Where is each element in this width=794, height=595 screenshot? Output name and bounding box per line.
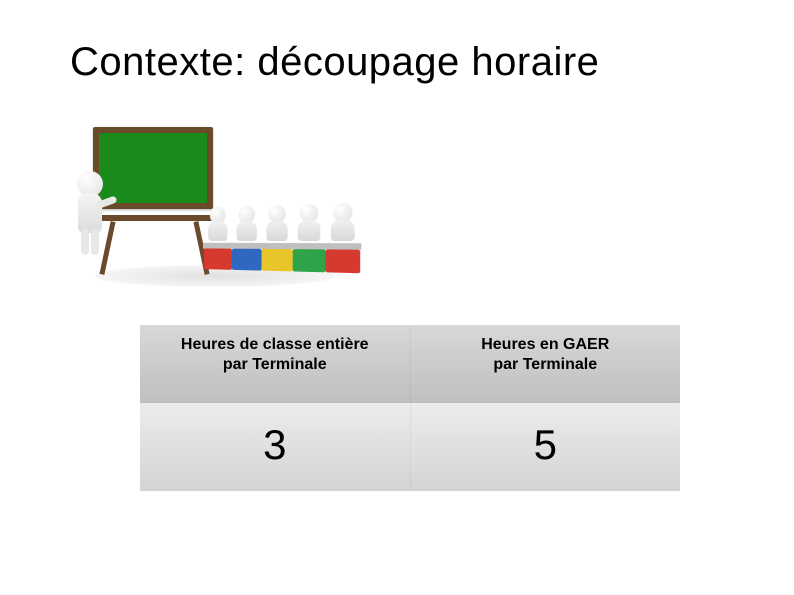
student-row — [202, 203, 358, 276]
col-header-classe-entiere: Heures de classe entière par Terminale — [140, 325, 410, 403]
value-gaer: 5 — [410, 403, 680, 491]
slide: Contexte: découpage horaire — [0, 0, 794, 595]
header-text: par Terminale — [493, 356, 597, 373]
col-header-gaer: Heures en GAER par Terminale — [410, 325, 680, 403]
header-text: Heures de classe entière — [181, 336, 369, 353]
student-figure-icon — [202, 206, 234, 272]
student-figure-icon — [230, 205, 263, 272]
header-text: par Terminale — [223, 356, 327, 373]
student-figure-icon — [291, 204, 328, 275]
value-classe-entiere: 3 — [140, 403, 410, 491]
table-header-row: Heures de classe entière par Terminale H… — [140, 325, 680, 403]
header-text: Heures en GAER — [481, 336, 609, 353]
student-figure-icon — [323, 203, 362, 276]
page-title: Contexte: découpage horaire — [70, 40, 734, 85]
student-figure-icon — [260, 204, 295, 273]
table-row: 3 5 — [140, 403, 680, 491]
classroom-illustration — [75, 115, 355, 295]
hours-table: Heures de classe entière par Terminale H… — [140, 325, 680, 491]
chalkboard-leg — [99, 221, 115, 275]
